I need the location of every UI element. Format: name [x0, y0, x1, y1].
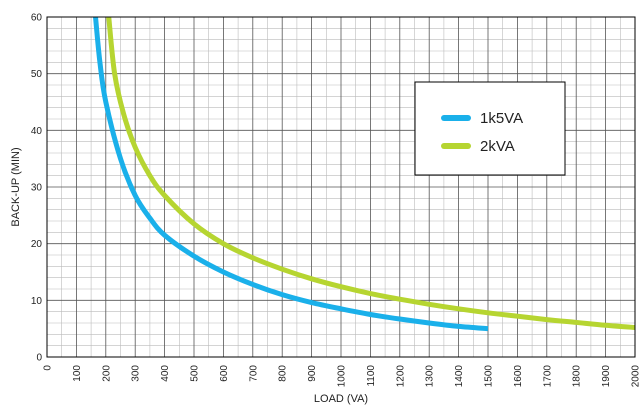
x-tick-label: 700 [248, 365, 259, 382]
y-tick-label: 30 [31, 183, 43, 194]
x-tick-label: 1400 [454, 365, 465, 388]
y-tick-label: 60 [31, 13, 43, 24]
x-tick-label: 0 [43, 365, 54, 371]
x-tick-label: 1000 [337, 365, 348, 388]
x-tick-label: 1300 [425, 365, 436, 388]
series-layer [93, 16, 636, 332]
x-tick-label: 1600 [513, 365, 524, 388]
y-axis-ticks: 0 10 20 30 40 50 60 [31, 13, 43, 364]
x-tick-label: 400 [160, 365, 171, 382]
y-tick-label: 50 [31, 69, 43, 80]
x-tick-label: 1500 [484, 365, 495, 388]
y-axis-label: BACK-UP (MIN) [10, 147, 22, 226]
plot-frame [46, 16, 636, 358]
x-axis-label: LOAD (VA) [314, 393, 368, 405]
y-tick-label: 20 [31, 239, 43, 250]
y-tick-label: 0 [36, 353, 42, 364]
series-line-1 [93, 16, 489, 332]
legend-label: 1k5VA [480, 110, 523, 127]
x-axis-ticks: 0 100 200 300 400 500 600 700 800 900 1000 1100 1200… [43, 365, 642, 388]
x-tick-label: 1700 [542, 365, 553, 388]
series-line-2 [106, 16, 636, 331]
y-tick-label: 10 [31, 296, 43, 307]
x-tick-label: 1200 [395, 365, 406, 388]
legend: 1k5VA 2kVA [414, 81, 566, 176]
x-tick-label: 1900 [601, 365, 612, 388]
legend-label: 2kVA [480, 138, 515, 155]
x-tick-label: 100 [72, 365, 83, 382]
x-tick-label: 600 [219, 365, 230, 382]
x-tick-label: 1800 [572, 365, 583, 388]
y-tick-label: 40 [31, 126, 43, 137]
x-tick-label: 300 [131, 365, 142, 382]
x-tick-label: 500 [190, 365, 201, 382]
legend-box [414, 81, 566, 176]
x-tick-label: 1100 [366, 365, 377, 387]
x-tick-label: 2000 [631, 365, 642, 388]
major-grid [46, 16, 636, 358]
x-tick-label: 800 [278, 365, 289, 382]
x-tick-label: 900 [307, 365, 318, 382]
x-tick-label: 200 [101, 365, 112, 382]
